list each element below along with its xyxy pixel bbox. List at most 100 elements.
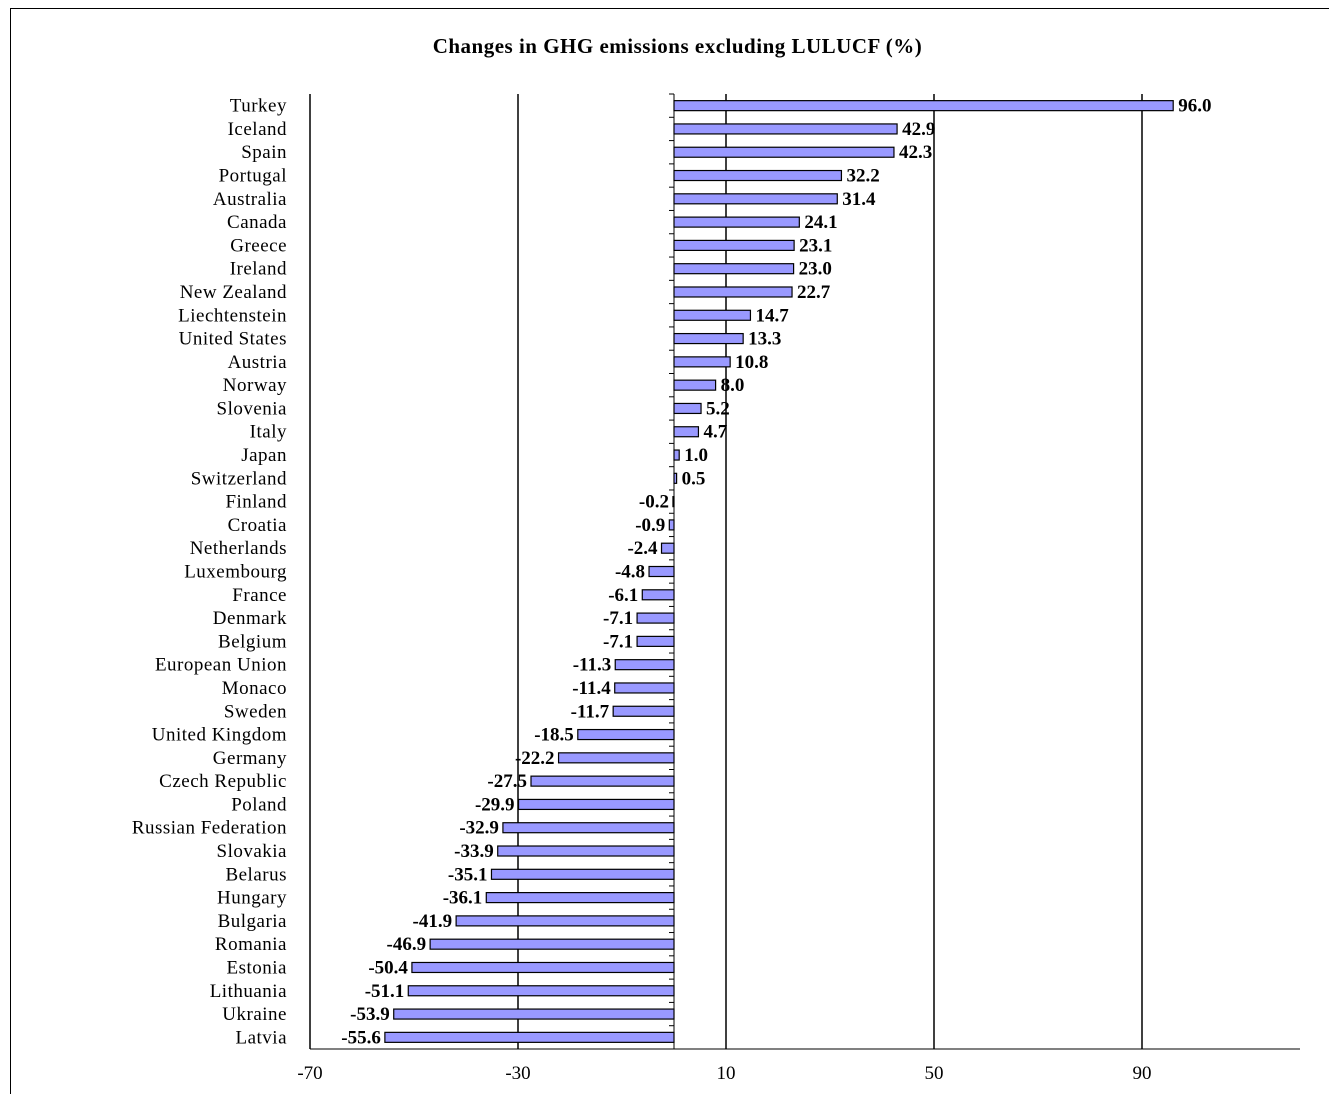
category-label: Austria xyxy=(228,352,288,373)
bar xyxy=(497,845,675,857)
bar xyxy=(673,286,793,298)
category-label: Japan xyxy=(241,445,287,466)
data-label: -7.1 xyxy=(603,631,633,652)
category-label: Canada xyxy=(227,212,287,233)
data-label: 14.7 xyxy=(755,305,789,326)
category-label: United States xyxy=(179,329,287,350)
bar xyxy=(614,682,675,694)
data-label: -51.1 xyxy=(365,981,405,1002)
bar xyxy=(673,426,700,438)
data-label: 42.3 xyxy=(899,142,932,163)
category-label: Croatia xyxy=(228,515,287,536)
category-label: Portugal xyxy=(219,166,287,187)
data-label: 31.4 xyxy=(842,189,876,210)
category-label: Romania xyxy=(215,934,287,955)
data-label: -36.1 xyxy=(443,888,483,909)
data-label: 8.0 xyxy=(721,375,745,396)
bar xyxy=(530,775,675,787)
chart-title: Changes in GHG emissions excluding LULUC… xyxy=(432,34,923,58)
data-label: -0.9 xyxy=(635,515,665,536)
bar xyxy=(614,659,675,671)
data-label: 24.1 xyxy=(804,212,837,233)
bar xyxy=(673,239,795,252)
bar xyxy=(673,309,752,321)
category-label: Switzerland xyxy=(191,468,287,489)
data-label: -32.9 xyxy=(459,818,499,839)
category-label: Italy xyxy=(250,422,287,443)
category-label: Latvia xyxy=(235,1027,287,1048)
bar xyxy=(672,496,675,508)
data-label: -6.1 xyxy=(608,585,638,606)
category-label: Czech Republic xyxy=(159,771,287,792)
category-label: Iceland xyxy=(228,119,287,140)
category-label: Sweden xyxy=(224,701,287,722)
category-label: Belgium xyxy=(218,631,287,652)
data-label: -0.2 xyxy=(639,492,669,513)
data-label: -11.3 xyxy=(573,655,612,676)
bar xyxy=(673,263,795,275)
data-label: -11.7 xyxy=(571,701,610,722)
data-label: -53.9 xyxy=(350,1004,390,1025)
data-label: 32.2 xyxy=(846,166,879,187)
category-label: Australia xyxy=(213,189,287,210)
data-label: 1.0 xyxy=(684,445,708,466)
bar xyxy=(407,985,675,997)
data-label: 10.8 xyxy=(735,352,768,373)
bar xyxy=(673,332,744,345)
category-label: Luxembourg xyxy=(184,562,287,583)
category-label: Germany xyxy=(213,748,287,769)
category-label: Finland xyxy=(225,492,287,513)
category-label: Ukraine xyxy=(222,1004,287,1025)
category-label: Estonia xyxy=(227,957,288,978)
bar xyxy=(673,472,678,484)
data-label: -2.4 xyxy=(627,538,658,559)
bar xyxy=(455,915,675,927)
data-label: -33.9 xyxy=(454,841,494,862)
category-label: Bulgaria xyxy=(218,911,287,932)
bar xyxy=(577,728,675,741)
x-tick-label: 10 xyxy=(717,1063,736,1084)
category-label: United Kingdom xyxy=(152,725,287,746)
data-label: -41.9 xyxy=(413,911,453,932)
bar xyxy=(673,123,898,135)
data-label: -22.2 xyxy=(515,748,555,769)
category-label: Liechtenstein xyxy=(178,305,287,326)
category-label: Turkey xyxy=(230,96,287,117)
bar xyxy=(673,146,895,158)
category-label: Lithuania xyxy=(210,981,287,1002)
bar xyxy=(673,402,702,415)
data-label: -18.5 xyxy=(534,725,574,746)
data-label: 23.0 xyxy=(799,259,832,280)
data-label: 13.3 xyxy=(748,329,781,350)
bar xyxy=(673,193,838,205)
category-label: Greece xyxy=(230,235,287,256)
bar xyxy=(668,519,675,531)
bar xyxy=(636,612,675,624)
bar xyxy=(641,589,675,601)
x-tick-label: -30 xyxy=(505,1063,530,1084)
category-label: Denmark xyxy=(213,608,287,629)
bar xyxy=(673,379,717,391)
bar xyxy=(411,961,675,974)
data-label: 22.7 xyxy=(797,282,831,303)
category-label: Netherlands xyxy=(190,538,287,559)
data-label: -4.8 xyxy=(615,562,645,583)
bar xyxy=(673,216,800,228)
bar xyxy=(636,635,675,647)
category-label: New Zealand xyxy=(180,282,287,303)
category-label: European Union xyxy=(155,655,287,676)
bar xyxy=(612,705,675,717)
data-label: 5.2 xyxy=(706,398,730,419)
data-label: -29.9 xyxy=(475,794,515,815)
category-label: Slovakia xyxy=(217,841,288,862)
data-label: -55.6 xyxy=(341,1027,381,1048)
bar xyxy=(429,938,675,950)
bar xyxy=(517,798,675,811)
data-label: -35.1 xyxy=(448,864,488,885)
chart-frame xyxy=(10,8,1329,1094)
bar xyxy=(673,100,1174,112)
bar xyxy=(648,565,675,578)
data-label: -50.4 xyxy=(368,957,408,978)
bar xyxy=(485,891,675,904)
